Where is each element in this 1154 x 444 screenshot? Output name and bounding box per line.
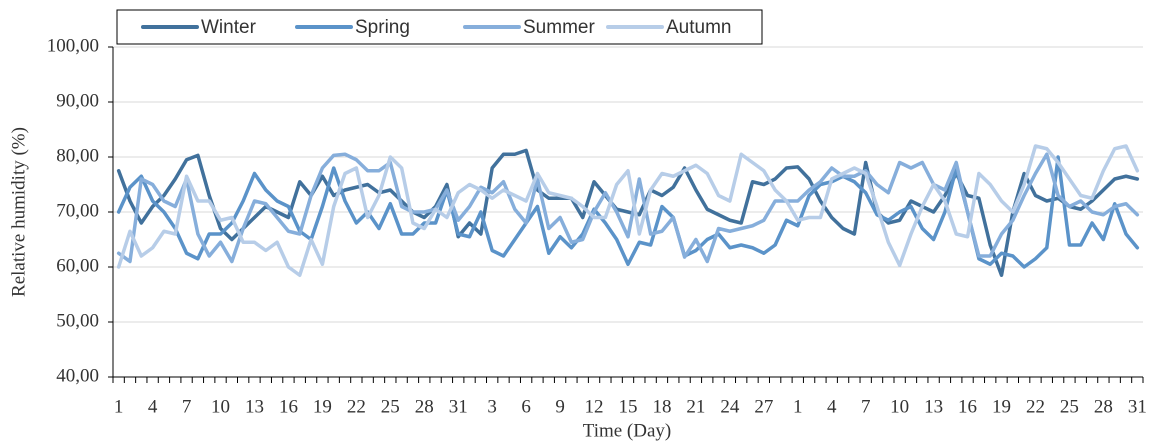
series-line bbox=[116, 144, 1140, 277]
x-tick-label: 13 bbox=[924, 396, 943, 417]
x-tick-label: 13 bbox=[245, 396, 264, 417]
legend-label: Summer bbox=[523, 17, 595, 38]
x-tick-label: 28 bbox=[415, 396, 434, 417]
y-tick-label: 60,00 bbox=[56, 255, 99, 276]
x-tick-label: 1 bbox=[114, 396, 124, 417]
x-tick-label: 19 bbox=[992, 396, 1011, 417]
x-tick-label: 7 bbox=[861, 396, 871, 417]
x-tick-label: 28 bbox=[1094, 396, 1113, 417]
x-tick-label: 15 bbox=[619, 396, 638, 417]
x-tick-label: 4 bbox=[827, 396, 837, 417]
x-tick-label: 18 bbox=[652, 396, 671, 417]
x-tick-label: 27 bbox=[754, 396, 773, 417]
y-tick-label: 90,00 bbox=[56, 90, 99, 111]
x-axis-title: Time (Day) bbox=[583, 420, 672, 441]
x-tick-label: 4 bbox=[148, 396, 158, 417]
y-tick-label: 50,00 bbox=[56, 310, 99, 331]
x-tick-label: 31 bbox=[1128, 396, 1147, 417]
series-line bbox=[116, 148, 1140, 277]
x-tick-label: 25 bbox=[381, 396, 400, 417]
y-tick-label: 80,00 bbox=[56, 145, 99, 166]
x-tick-label: 1 bbox=[793, 396, 803, 417]
x-tick-label: 25 bbox=[1060, 396, 1079, 417]
x-tick-label: 12 bbox=[585, 396, 604, 417]
x-tick-label: 10 bbox=[211, 396, 230, 417]
x-tick-label: 31 bbox=[449, 396, 468, 417]
x-tick-label: 9 bbox=[555, 396, 565, 417]
y-tick-label: 40,00 bbox=[56, 365, 99, 386]
x-tick-label: 19 bbox=[313, 396, 332, 417]
y-tick-label: 70,00 bbox=[56, 200, 99, 221]
x-tick-label: 22 bbox=[347, 396, 366, 417]
x-tick-label: 21 bbox=[686, 396, 705, 417]
y-tick-label: 100,00 bbox=[47, 35, 99, 56]
x-tick-label: 16 bbox=[958, 396, 977, 417]
y-axis-title: Relative humidity (%) bbox=[8, 127, 29, 297]
x-tick-label: 24 bbox=[720, 396, 740, 417]
x-tick-label: 7 bbox=[182, 396, 192, 417]
legend-label: Autumn bbox=[666, 17, 731, 38]
x-tick-label: 22 bbox=[1026, 396, 1045, 417]
x-tick-label: 16 bbox=[279, 396, 298, 417]
series-line bbox=[116, 152, 1140, 264]
x-tick-label: 6 bbox=[521, 396, 531, 417]
x-tick-label: 10 bbox=[890, 396, 909, 417]
legend-label: Spring bbox=[355, 17, 410, 38]
x-tick-label: 3 bbox=[487, 396, 497, 417]
legend-label: Winter bbox=[201, 17, 257, 38]
